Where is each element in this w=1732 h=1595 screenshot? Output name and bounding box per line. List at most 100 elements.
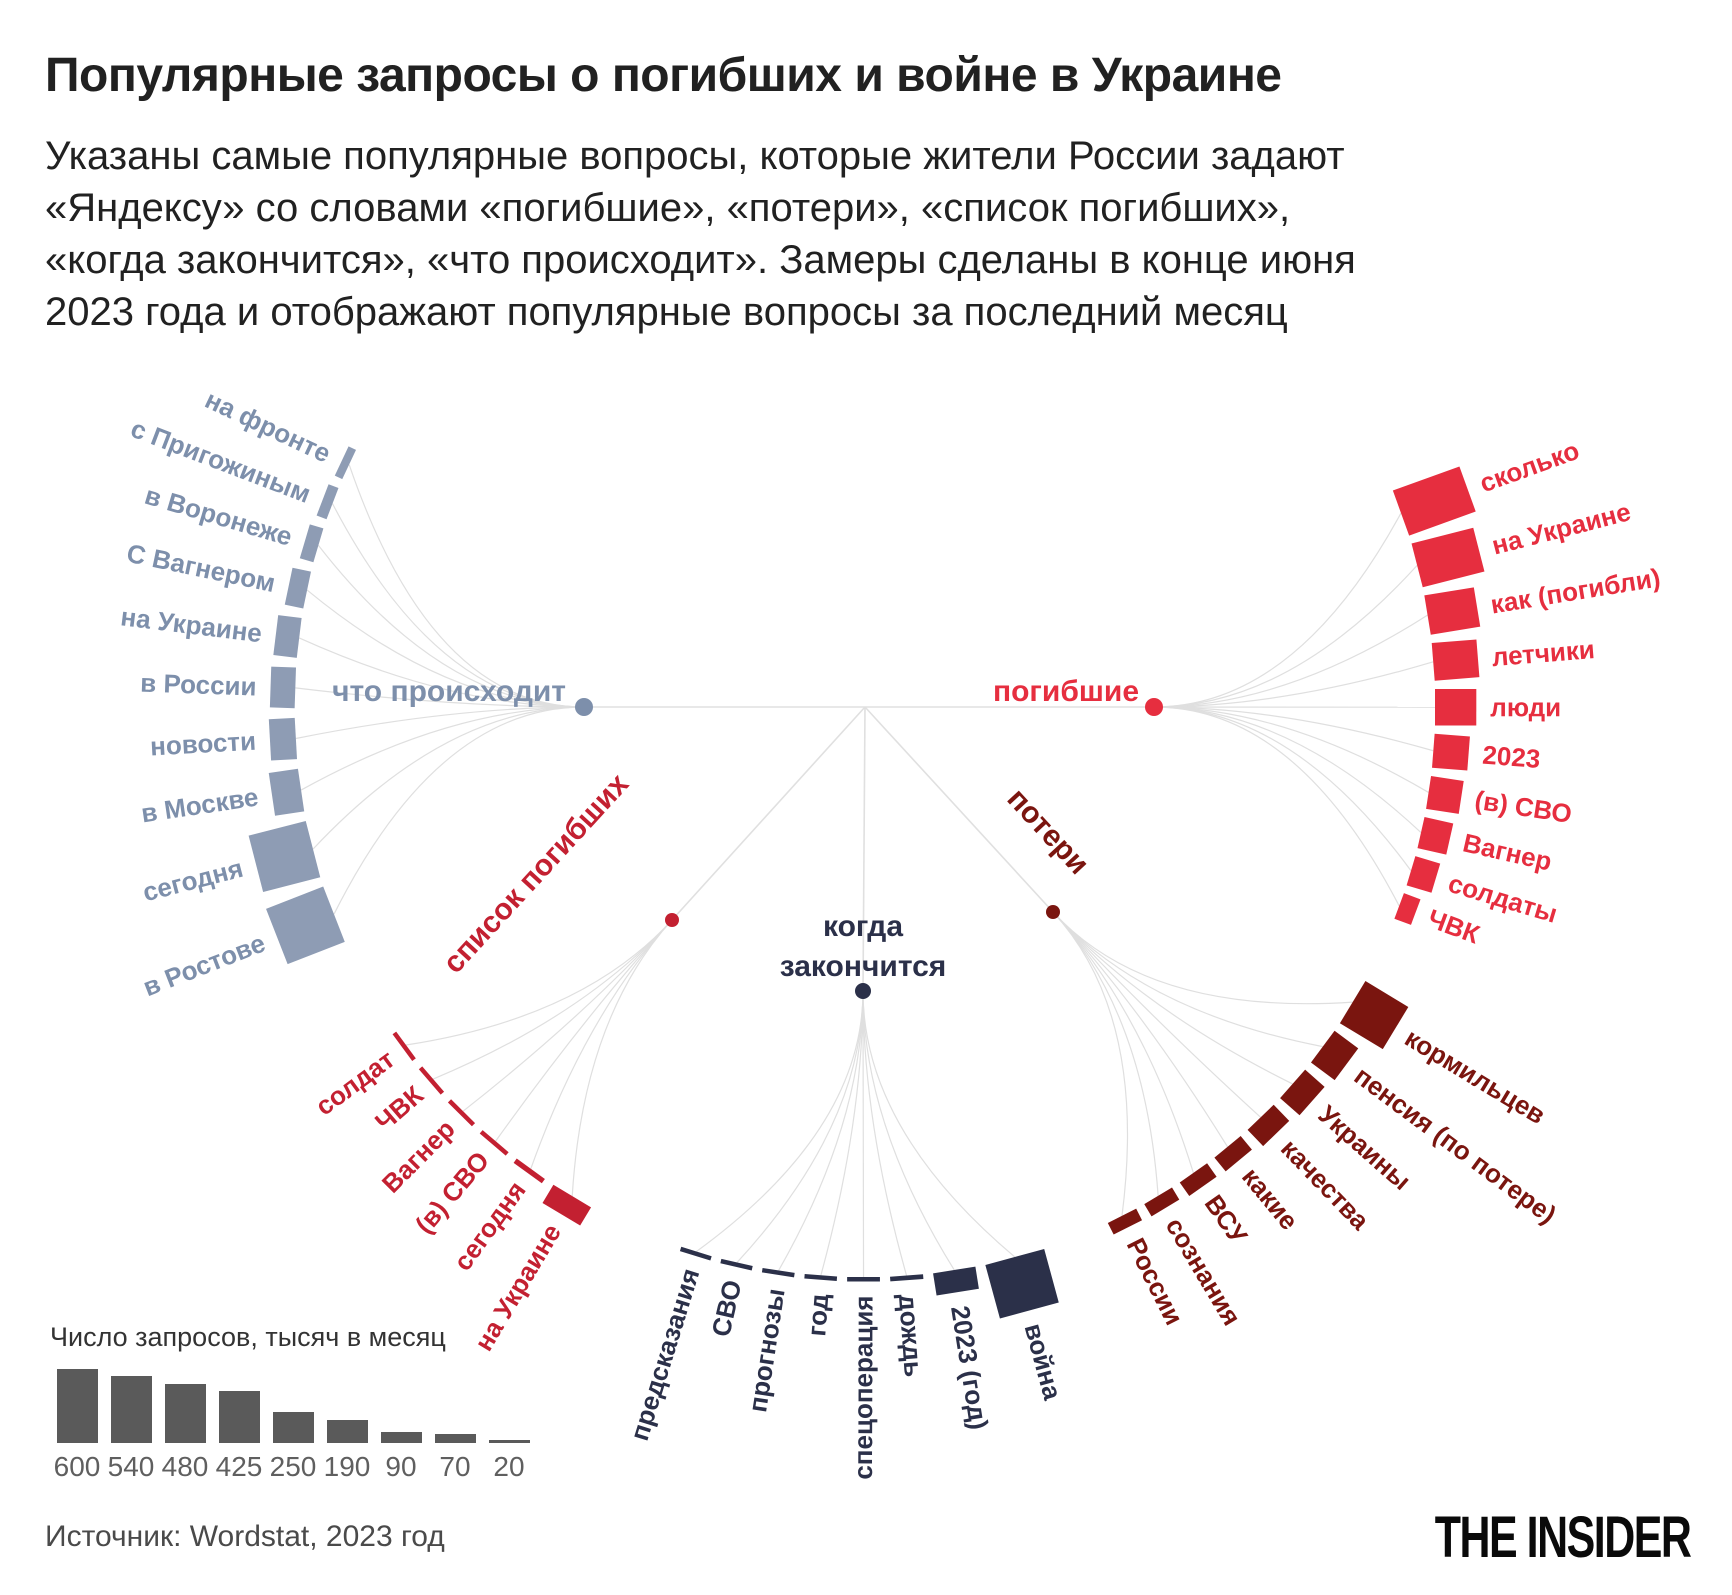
leaf-connector (1153, 706, 1422, 833)
leaf-bar (889, 1274, 924, 1282)
leaf-label: как (погибли) (1488, 562, 1662, 619)
leaf-label: сколько (1476, 435, 1583, 498)
legend-bar (272, 1412, 314, 1443)
leaf-connector (306, 589, 585, 708)
leaf-connector (862, 990, 865, 1278)
group-dot (665, 913, 679, 927)
leaf-connector (1153, 706, 1412, 872)
legend-value: 600 (53, 1451, 101, 1482)
leaf-connector (348, 464, 585, 708)
leaf-bar (933, 1266, 979, 1296)
group-label: закончится (780, 950, 947, 983)
leaf-connector (462, 919, 673, 1112)
leaf-connector (1153, 706, 1429, 793)
legend-bar (56, 1369, 98, 1443)
legend-item (104, 1367, 158, 1443)
legend-item (428, 1367, 482, 1443)
leaf-connector (495, 919, 673, 1142)
page-subtitle: Указаны самые популярные вопросы, которы… (45, 134, 1356, 334)
group-dot (1046, 905, 1060, 919)
leaf-bar (269, 666, 297, 709)
leaf-connector (736, 990, 864, 1263)
leaf-bar (268, 717, 298, 761)
leaf-label: С Вагнером (124, 538, 278, 598)
legend-bar (326, 1419, 368, 1443)
group-dot (855, 983, 871, 999)
legend-item (482, 1367, 536, 1443)
source-note: Источник: Wordstat, 2023 год (45, 1520, 445, 1553)
leaf-connector (1052, 911, 1129, 1216)
leaf-connector (405, 919, 673, 1046)
leaf-connector (1052, 911, 1323, 1048)
leaf-label: СВО (705, 1277, 747, 1339)
leaf-connector (778, 990, 864, 1271)
leaf-label: с Пригожиным (127, 413, 315, 509)
leaf-label: какие (1236, 1162, 1304, 1236)
leaf-label: люди (1490, 692, 1561, 722)
leaf-label: предсказания (624, 1265, 705, 1444)
leaf-connector (1052, 911, 1159, 1196)
group-label: погибшие (993, 675, 1139, 708)
leaf-label: солдаты (1445, 868, 1561, 929)
leaf-bar (1144, 1187, 1180, 1217)
leaf-connector (317, 544, 585, 708)
leaf-bar (847, 1276, 880, 1282)
legend-bar (434, 1434, 476, 1443)
leaf-label: война (1019, 1320, 1068, 1403)
legend-bar (488, 1440, 530, 1443)
leaf-bar (266, 886, 345, 965)
leaf-label: качества (1275, 1133, 1376, 1236)
leaf-connector (820, 990, 864, 1276)
legend-item (320, 1367, 374, 1443)
leaf-connector (1052, 911, 1293, 1085)
leaf-connector (530, 919, 673, 1169)
legend-value: 250 (269, 1451, 317, 1482)
leaf-connector (862, 990, 1016, 1258)
leaf-connector (862, 990, 955, 1271)
leaf-bar (1392, 466, 1476, 536)
leaf-label: 2023 (год) (945, 1304, 994, 1432)
leaf-bar (392, 1031, 416, 1061)
leaf-label: ВСУ (1199, 1189, 1254, 1250)
leaf-connector (1052, 911, 1353, 1005)
leaf-label: на Украине (1489, 496, 1634, 560)
leaf-bar (1434, 688, 1477, 726)
leaf-bar (1179, 1163, 1217, 1197)
leaf-connector (295, 706, 585, 740)
leaf-label: на фронте (201, 384, 336, 468)
leaf-connector (1153, 661, 1434, 708)
group-dot (575, 698, 593, 716)
leaf-connector (1052, 911, 1229, 1148)
leaf-bar (299, 524, 324, 563)
leaf-label: год (801, 1292, 834, 1337)
leaf-connector (1153, 564, 1418, 708)
leaf-label: в России (140, 668, 257, 702)
group-label: потери (1001, 782, 1096, 881)
leaf-connector (696, 990, 864, 1252)
leaf-connector (312, 706, 585, 850)
leaf-bar (985, 1248, 1059, 1319)
leaf-connector (298, 637, 585, 708)
leaf-label: новости (149, 726, 256, 762)
leaf-bar (542, 1184, 592, 1226)
leaf-bar (334, 446, 357, 480)
leaf-label: дождь (893, 1293, 929, 1378)
group-label: что происходит (332, 675, 566, 708)
leaf-bar (761, 1267, 795, 1278)
legend-value: 90 (385, 1451, 417, 1482)
legend-title: Число запросов, тысяч в месяц (50, 1322, 446, 1352)
leaf-bar (1424, 587, 1481, 635)
leaf-bar (316, 484, 339, 520)
leaf-label: в Москве (139, 782, 260, 829)
brand-logo: THE INSIDER (1434, 1505, 1691, 1570)
leaf-label: летчики (1491, 634, 1596, 672)
leaf-label: солдат (310, 1044, 400, 1122)
legend-value: 190 (323, 1451, 371, 1482)
legend-item (212, 1367, 266, 1443)
leaf-label: (в) СВО (1473, 785, 1574, 829)
legend-value: 480 (161, 1451, 209, 1482)
leaf-connector (1153, 614, 1428, 708)
leaf-bar (1107, 1208, 1143, 1235)
structure-line (864, 706, 1054, 913)
